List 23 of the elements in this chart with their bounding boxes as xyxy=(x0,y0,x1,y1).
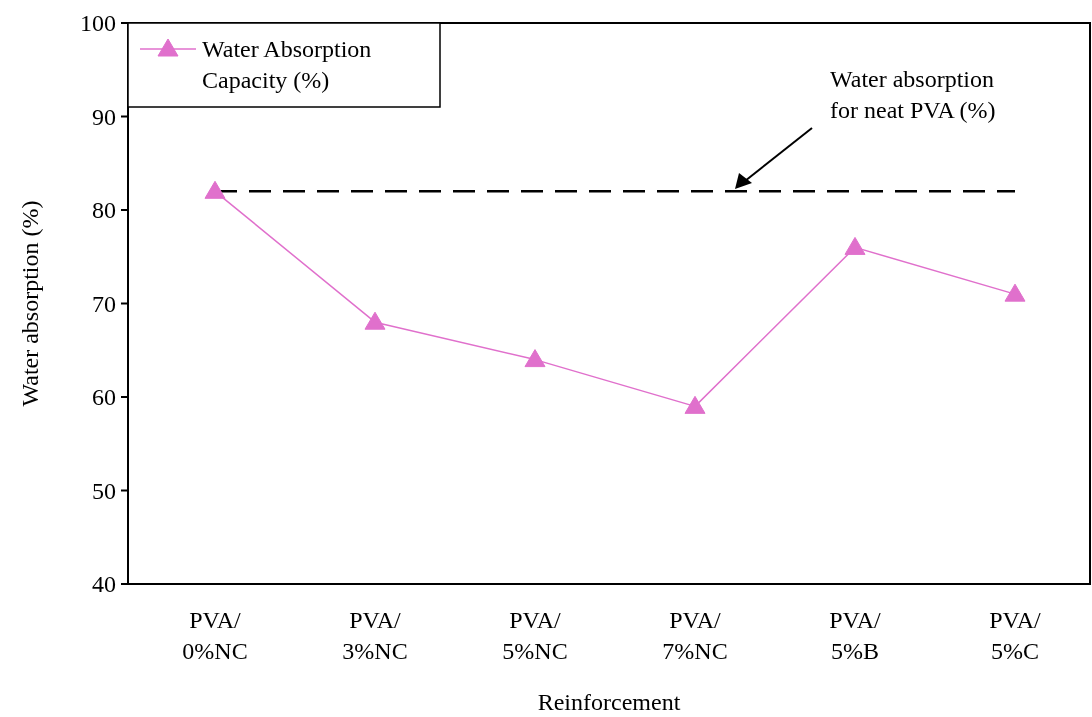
y-axis-title: Water absorption (%) xyxy=(17,200,43,407)
x-tick-label: PVA/ 5%NC xyxy=(502,607,568,664)
y-tick-label: 100 xyxy=(80,10,116,37)
point xyxy=(1004,283,1026,302)
y-tick-label: 80 xyxy=(92,197,116,224)
y-tick-label: 60 xyxy=(92,384,116,411)
x-tick-label: PVA/ 7%NC xyxy=(662,607,728,664)
x-tick-label: PVA/ 0%NC xyxy=(182,607,248,664)
point xyxy=(684,395,706,414)
x-tick-label: PVA/ 3%NC xyxy=(342,607,408,664)
x-axis-title: Reinforcement xyxy=(537,689,681,715)
point xyxy=(364,311,386,330)
y-tick-label: 50 xyxy=(92,477,116,504)
x-tick-label: PVA/ 5%C xyxy=(989,607,1042,664)
legend-label: Water Absorption Capacity (%) xyxy=(202,36,372,93)
x-tick-label: PVA/ 5%B xyxy=(829,607,882,664)
point xyxy=(204,180,226,199)
point xyxy=(524,349,546,368)
y-tick-label: 70 xyxy=(92,290,116,317)
y-tick-label: 90 xyxy=(92,103,116,130)
y-tick-label: 40 xyxy=(92,571,116,598)
ref-line-label: Water absorption for neat PVA (%) xyxy=(830,66,996,123)
point xyxy=(844,236,866,255)
